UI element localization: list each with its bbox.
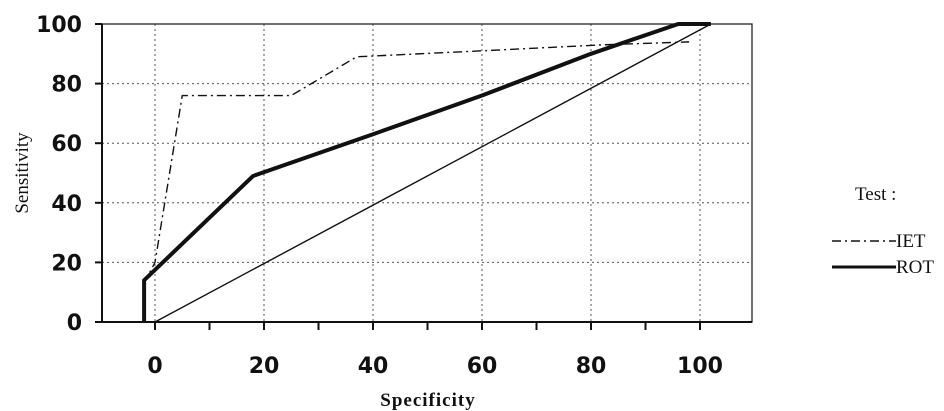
x-tick-label: 40 bbox=[358, 354, 389, 379]
legend-title: Test : bbox=[855, 184, 896, 205]
y-tick-label: 60 bbox=[51, 132, 82, 157]
y-tick-label: 20 bbox=[51, 251, 82, 276]
x-tick-label: 60 bbox=[467, 354, 498, 379]
plot-area-frame bbox=[101, 23, 753, 323]
y-axis-title: Sensitivity bbox=[12, 132, 33, 214]
legend: Test : IET ROT bbox=[832, 184, 934, 278]
x-tick-label: 80 bbox=[576, 354, 607, 379]
tick-labels: 0 20 40 60 80 100 0 20 40 60 80 100 bbox=[36, 13, 723, 379]
x-axis-title: Specificity bbox=[380, 390, 475, 411]
x-tick-label: 20 bbox=[249, 354, 280, 379]
y-tick-label: 40 bbox=[51, 192, 82, 217]
rot-series-line bbox=[142, 22, 711, 322]
y-tick-label: 100 bbox=[36, 13, 82, 38]
y-tick-label: 0 bbox=[67, 311, 82, 336]
legend-items: IET ROT bbox=[832, 231, 934, 278]
x-tick-label: 100 bbox=[677, 354, 723, 379]
iet-legend-label: IET bbox=[896, 231, 926, 252]
axes bbox=[95, 23, 752, 330]
series-lines bbox=[142, 22, 712, 323]
grid-lines bbox=[102, 23, 752, 323]
x-tick-label: 0 bbox=[147, 354, 162, 379]
rot-legend-label: ROT bbox=[896, 257, 934, 278]
y-tick-label: 80 bbox=[51, 73, 82, 98]
reference-diagonal-line bbox=[154, 23, 712, 323]
